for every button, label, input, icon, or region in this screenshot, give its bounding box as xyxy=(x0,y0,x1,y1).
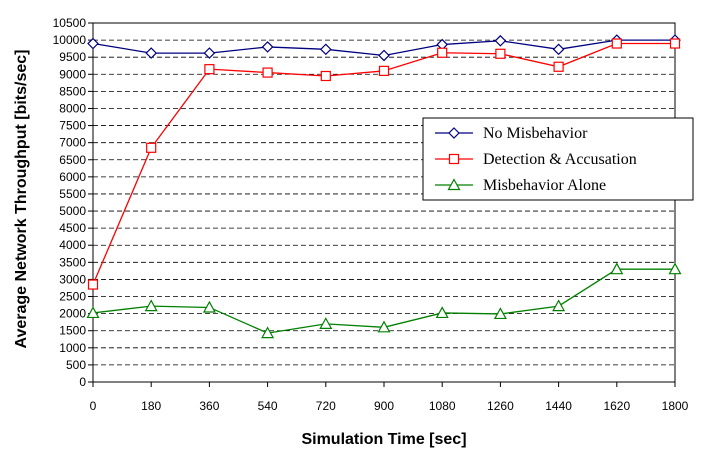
data-point xyxy=(611,38,622,49)
legend-label: No Misbehavior xyxy=(483,125,588,142)
legend-label: Misbehavior Alone xyxy=(483,177,606,194)
y-tick-label: 2500 xyxy=(59,290,86,304)
legend: No Misbehavior Detection & Accusation Misb… xyxy=(422,117,694,201)
series-layer xyxy=(86,34,682,339)
x-tick-label: 1620 xyxy=(603,399,630,413)
x-tick-label: 0 xyxy=(90,399,97,413)
data-point xyxy=(552,43,565,56)
x-tick-label: 720 xyxy=(316,399,336,413)
y-tick-label: 10000 xyxy=(53,33,87,47)
data-point xyxy=(144,299,158,312)
data-point xyxy=(378,49,390,62)
x-tick-label: 360 xyxy=(199,399,219,413)
series-2 xyxy=(86,262,682,339)
data-point xyxy=(204,64,215,75)
series-0 xyxy=(87,34,681,62)
y-tick-label: 9000 xyxy=(59,67,86,81)
data-point xyxy=(378,65,390,76)
y-tick-label: 4500 xyxy=(59,221,86,235)
data-point xyxy=(320,70,331,82)
y-tick-label: 5000 xyxy=(59,204,86,218)
x-tick-label: 1440 xyxy=(545,399,572,413)
x-tick-label: 1080 xyxy=(429,399,456,413)
data-point xyxy=(495,48,506,59)
data-point xyxy=(203,47,216,59)
y-axis-title: Average Network Throughput [bits/sec] xyxy=(13,50,30,349)
x-tick-label: 1260 xyxy=(487,399,514,413)
data-point xyxy=(668,262,682,275)
y-tick-label: 7500 xyxy=(59,119,86,133)
data-point xyxy=(437,47,448,58)
y-tick-label: 10500 xyxy=(53,16,87,30)
data-point xyxy=(610,262,624,275)
data-point xyxy=(146,142,157,153)
y-tick-label: 5500 xyxy=(59,187,86,201)
y-tick-label: 8500 xyxy=(59,84,86,98)
data-point xyxy=(669,38,681,49)
x-tick-label: 180 xyxy=(141,399,161,413)
data-point xyxy=(261,326,275,339)
series-1 xyxy=(87,38,681,290)
data-point xyxy=(262,67,273,78)
legend-marker xyxy=(448,127,460,139)
data-point xyxy=(319,317,333,329)
y-tick-label: 8000 xyxy=(59,101,86,115)
data-point xyxy=(87,279,99,290)
legend-marker xyxy=(447,178,461,191)
y-tick-label: 1500 xyxy=(59,324,86,338)
y-tick-label: 2000 xyxy=(59,307,86,321)
legend-marker xyxy=(448,153,460,165)
data-point xyxy=(494,34,507,47)
y-tick-label: 6500 xyxy=(59,153,86,167)
axes-layer: 0 500 1000 1500 2000 2500 3000 3500 4000 4500 5000… xyxy=(53,16,689,413)
y-tick-label: 3500 xyxy=(59,255,86,269)
x-tick-label: 900 xyxy=(374,399,394,413)
legend-label: Detection & Accusation xyxy=(483,151,637,168)
y-tick-label: 1000 xyxy=(59,341,86,355)
data-point xyxy=(319,43,332,56)
y-tick-label: 6000 xyxy=(59,170,86,184)
x-tick-label: 540 xyxy=(258,399,278,413)
y-tick-label: 3000 xyxy=(59,272,86,286)
x-axis-title: Simulation Time [sec] xyxy=(301,431,466,448)
data-point xyxy=(552,299,566,312)
y-tick-label: 0 xyxy=(79,375,86,389)
data-point xyxy=(493,307,507,320)
data-point xyxy=(202,300,216,313)
data-point xyxy=(377,320,391,333)
data-point xyxy=(145,47,158,59)
data-point xyxy=(86,306,100,319)
data-point xyxy=(261,41,274,53)
y-tick-label: 500 xyxy=(66,358,86,372)
y-tick-label: 4000 xyxy=(59,238,86,252)
y-tick-label: 9500 xyxy=(59,50,86,64)
data-point xyxy=(435,306,449,319)
x-tick-label: 1800 xyxy=(662,399,689,413)
data-point xyxy=(553,61,564,72)
data-point xyxy=(87,37,99,50)
y-tick-label: 7000 xyxy=(59,136,86,150)
